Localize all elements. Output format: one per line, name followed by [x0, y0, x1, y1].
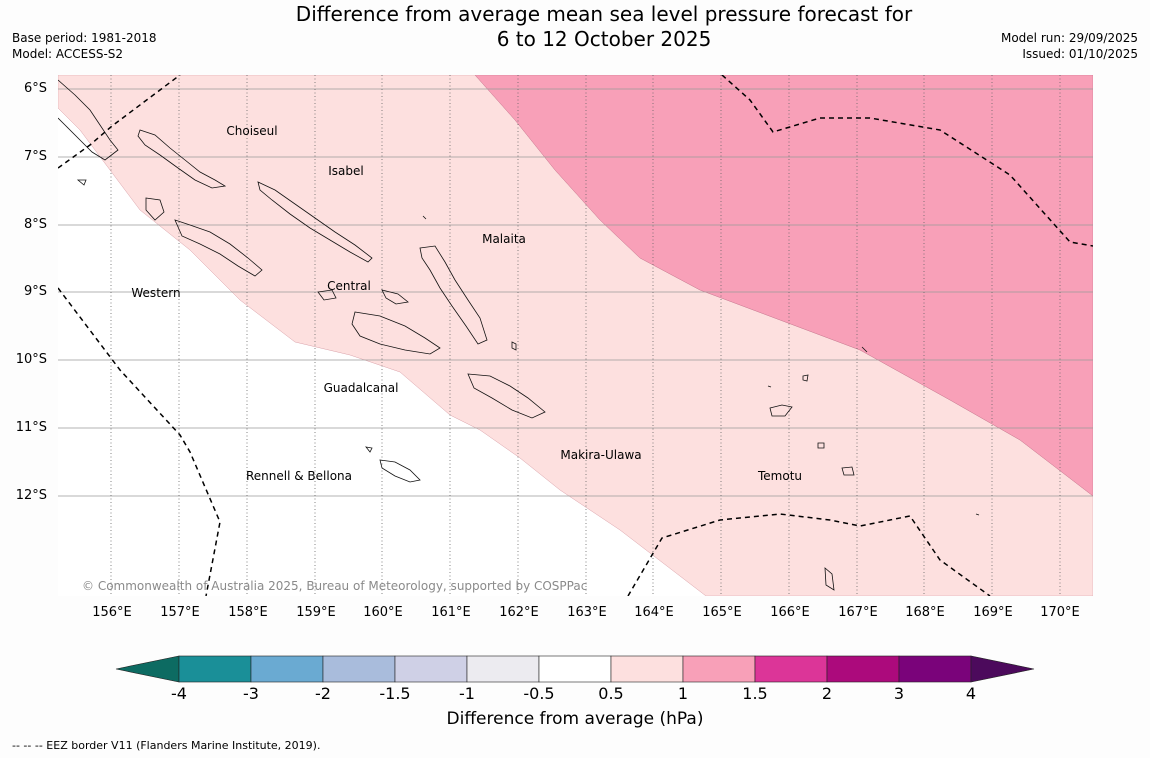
small-islet-5 — [76, 179, 87, 186]
model-name: Model: ACCESS-S2 — [12, 47, 124, 61]
lat-label-8s: 8°S — [23, 217, 47, 232]
bougainville-coast — [58, 79, 119, 161]
eez-border-north-west — [58, 75, 181, 169]
region-label-makira-ulawa: Makira-Ulawa — [560, 448, 642, 462]
region-label-isabel: Isabel — [328, 164, 364, 178]
region-label-temotu: Temotu — [757, 469, 803, 483]
isabel-coast — [257, 181, 373, 263]
longitude-gridlines — [110, 75, 1061, 596]
lon-label-162e: 162°E — [499, 605, 539, 620]
eez-border-north-east — [721, 75, 1093, 247]
choiseul-coast — [137, 129, 227, 189]
colorbar-tick-11: 4 — [965, 684, 977, 703]
colorbar-tick-6: 0.5 — [598, 684, 624, 703]
small-islet-3 — [767, 385, 772, 388]
rennell-coast — [379, 459, 421, 483]
title-line-2: 6 to 12 October 2025 — [496, 27, 712, 51]
makira-coast — [467, 373, 546, 419]
map-title: Difference from average mean sea level p… — [0, 2, 1150, 52]
lon-label-165e: 165°E — [702, 605, 742, 620]
eez-border-south — [627, 513, 991, 596]
lat-label-10s: 10°S — [15, 352, 47, 367]
vanikoro-coast — [841, 466, 855, 476]
region-label-central: Central — [327, 279, 371, 293]
lat-label-11s: 11°S — [15, 420, 47, 435]
region-labels — [58, 75, 1093, 596]
issued-date: Issued: 01/10/2025 — [1022, 47, 1138, 61]
meta-left: Base period: 1981-2018 Model: ACCESS-S2 — [12, 30, 157, 62]
lat-label-7s: 7°S — [23, 149, 47, 164]
region-label-malaita: Malaita — [482, 232, 526, 246]
region-label-western: Western — [131, 286, 181, 300]
model-run: Model run: 29/09/2025 — [1000, 31, 1138, 45]
small-islet-4 — [422, 215, 427, 220]
map-area — [58, 75, 1093, 596]
colorbar-tick-8: 1.5 — [742, 684, 768, 703]
guadalcanal-coast — [351, 311, 441, 355]
latitude-gridlines — [58, 88, 1093, 497]
anuta-coast — [824, 567, 835, 591]
bellona-coast — [365, 446, 373, 453]
lon-label-156e: 156°E — [92, 605, 132, 620]
small-islet-2 — [975, 513, 980, 516]
colorbar-tick-0: -4 — [171, 684, 187, 703]
lon-label-170e: 170°E — [1040, 605, 1080, 620]
lon-label-157e: 157°E — [160, 605, 200, 620]
colorbar-tick-1: -3 — [243, 684, 259, 703]
colorbar-label: Difference from average (hPa) — [446, 709, 704, 729]
vella-lavella-coast — [145, 197, 165, 221]
meta-right: Model run: 29/09/2025 Issued: 01/10/2025 — [1001, 30, 1138, 62]
lon-label-163e: 163°E — [567, 605, 607, 620]
lon-label-167e: 167°E — [838, 605, 878, 620]
base-period: Base period: 1981-2018 — [12, 31, 157, 45]
lon-label-164e: 164°E — [634, 605, 674, 620]
lat-label-12s: 12°S — [15, 488, 47, 503]
lat-label-6s: 6°S — [23, 81, 47, 96]
colorbar-tick-10: 3 — [893, 684, 905, 703]
region-label-choiseul: Choiseul — [226, 124, 278, 138]
colorbar-tick-5: -0.5 — [523, 684, 555, 703]
anomaly-band-pink — [474, 75, 1093, 497]
lon-label-158e: 158°E — [228, 605, 268, 620]
ulawa-coast — [511, 341, 517, 351]
coastlines — [58, 79, 980, 591]
small-islet-1 — [861, 346, 868, 353]
copyright-notice: © Commonwealth of Australia 2025, Bureau… — [82, 579, 588, 593]
florida-islands-coast — [317, 289, 337, 301]
colorbar-tick-2: -2 — [315, 684, 331, 703]
lon-label-161e: 161°E — [431, 605, 471, 620]
lat-label-9s: 9°S — [23, 284, 47, 299]
colorbar-tick-9: 2 — [821, 684, 833, 703]
colorbar-tick-3: -1.5 — [379, 684, 411, 703]
reef-islands-coast — [802, 374, 809, 382]
lon-label-160e: 160°E — [363, 605, 403, 620]
region-label-rennell-bellona: Rennell & Bellona — [245, 469, 353, 483]
region-label-guadalcanal: Guadalcanal — [323, 381, 399, 395]
malaita-coast — [419, 245, 488, 345]
utupua-coast — [817, 442, 825, 449]
lon-label-169e: 169°E — [973, 605, 1013, 620]
lon-label-159e: 159°E — [296, 605, 336, 620]
santa-cruz-coast — [769, 404, 793, 417]
russell-islands-coast — [381, 289, 409, 305]
lon-label-168e: 168°E — [905, 605, 945, 620]
eez-border-west — [58, 287, 221, 596]
new-georgia-coast — [174, 219, 263, 277]
colorbar-tick-7: 1 — [677, 684, 689, 703]
eez-legend-footnote: -- -- -- EEZ border V11 (Flanders Marine… — [12, 739, 321, 752]
lon-label-166e: 166°E — [770, 605, 810, 620]
title-line-1: Difference from average mean sea level p… — [295, 2, 913, 26]
eez-borders — [58, 75, 1093, 596]
colorbar-tick-4: -1 — [459, 684, 475, 703]
